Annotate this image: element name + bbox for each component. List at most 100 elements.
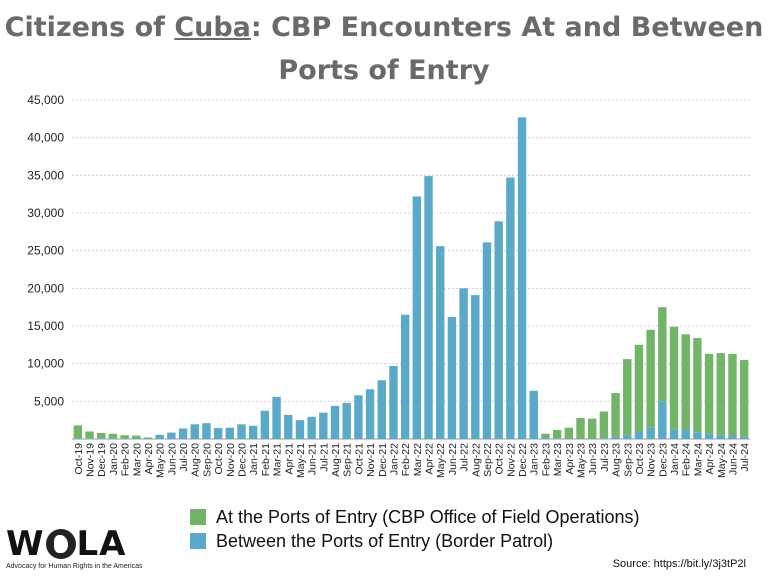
bar-at-ports	[143, 437, 153, 439]
x-tick-label: May-24	[716, 443, 728, 478]
bar-between-ports	[459, 288, 468, 439]
bar-at-ports	[576, 417, 585, 439]
bar-between-ports	[272, 396, 281, 439]
x-tick-label: Oct-22	[494, 443, 506, 475]
y-tick-label: 20,000	[27, 281, 64, 295]
bar-at-ports	[552, 429, 562, 439]
bar-at-ports	[587, 418, 597, 439]
logo-tagline: Advocacy for Human Rights in the America…	[6, 563, 143, 570]
bar-between-ports	[120, 438, 129, 439]
bar-at-ports	[132, 435, 141, 439]
y-tick-label: 25,000	[27, 244, 64, 258]
bar-at-ports	[623, 359, 632, 436]
y-tick-label: 15,000	[27, 319, 64, 333]
bar-at-ports	[108, 433, 118, 439]
legend-swatch-ofo	[190, 509, 206, 525]
globe-icon	[45, 529, 76, 559]
bar-between-ports	[85, 438, 94, 439]
bar-between-ports	[365, 389, 375, 439]
x-tick-label: Dec-22	[517, 443, 529, 477]
bar-between-ports	[97, 438, 106, 439]
x-tick-label: May-22	[435, 443, 447, 478]
legend: At the Ports of Entry (CBP Office of Fie…	[190, 505, 640, 553]
y-tick-label: 45,000	[27, 93, 64, 107]
bar-between-ports	[213, 428, 223, 439]
x-tick-label: Jan-21	[248, 443, 260, 475]
bar-at-ports	[716, 353, 725, 436]
x-tick-label: Feb-22	[400, 443, 412, 476]
bar-between-ports	[623, 435, 632, 439]
bar-at-ports	[611, 393, 620, 437]
x-tick-label: Jul-21	[318, 443, 330, 472]
x-tick-label: Apr-20	[143, 443, 155, 475]
bar-between-ports	[354, 395, 363, 439]
bar-at-ports	[564, 427, 574, 439]
bar-at-ports	[634, 344, 644, 432]
bar-between-ports	[646, 427, 655, 439]
x-tick-label: Feb-24	[681, 443, 693, 476]
bar-at-ports	[704, 353, 714, 434]
x-tick-label: Jun-22	[447, 443, 459, 475]
y-axis-labels: 45,000 40,000 35,000 30,000 25,000 20,000 15,0…	[27, 93, 64, 408]
x-tick-label: Mar-22	[412, 443, 424, 476]
wola-logo: W LA Advocacy for Human Rights in the Ame…	[6, 526, 196, 576]
x-tick-label: Nov-22	[505, 443, 517, 477]
bar-between-ports	[506, 177, 515, 440]
x-tick-label: Aug-21	[330, 443, 342, 477]
bar-at-ports	[739, 359, 749, 437]
bar-between-ports	[658, 401, 667, 439]
x-tick-label: Jun-24	[727, 443, 739, 475]
bar-at-ports	[599, 411, 609, 439]
bar-between-ports	[284, 414, 293, 439]
x-tick-label: Nov-19	[85, 443, 97, 477]
x-tick-label: Jan-22	[388, 443, 400, 475]
x-tick-label: Sep-20	[201, 443, 213, 477]
bar-at-ports	[120, 435, 129, 439]
x-tick-label: Oct-21	[353, 443, 365, 475]
bar-at-ports	[85, 431, 94, 439]
x-axis-labels: Oct-19 Nov-19 Dec-19 Jan-20 Feb-20 Mar-20 Apr-…	[73, 443, 751, 478]
bar-between-ports	[529, 390, 538, 439]
bar-between-ports	[260, 410, 270, 439]
x-tick-label: Mar-23	[552, 443, 564, 476]
x-tick-label: Feb-20	[120, 443, 132, 476]
x-tick-label: Apr-23	[564, 443, 576, 475]
bars	[73, 117, 749, 440]
bar-between-ports	[400, 314, 410, 439]
x-tick-label: Apr-22	[424, 443, 436, 475]
x-tick-label: Dec-20	[237, 443, 249, 477]
bar-between-ports	[681, 429, 690, 439]
x-tick-label: Jul-20	[178, 443, 190, 472]
bar-between-ports	[494, 221, 503, 439]
bar-between-ports	[611, 436, 620, 439]
bar-between-ports	[728, 435, 737, 439]
bar-between-ports	[389, 365, 398, 439]
x-tick-label: Sep-22	[482, 443, 494, 477]
x-tick-label: Feb-23	[540, 443, 552, 476]
x-tick-label: Feb-21	[260, 443, 272, 476]
x-tick-label: Mar-20	[131, 443, 143, 476]
bar-between-ports	[482, 242, 492, 439]
x-tick-label: May-23	[576, 443, 588, 478]
y-tick-label: 10,000	[27, 357, 64, 371]
x-tick-label: Jun-21	[307, 443, 319, 475]
bar-between-ports	[248, 425, 258, 439]
x-tick-label: Jun-20	[166, 443, 178, 475]
x-tick-label: Jun-23	[587, 443, 599, 475]
x-tick-label: Oct-23	[634, 443, 646, 475]
bar-between-ports	[319, 412, 328, 439]
bar-between-ports	[424, 176, 433, 439]
bar-between-ports	[693, 432, 702, 439]
x-tick-label: Jul-22	[459, 443, 471, 472]
x-tick-label: Oct-19	[73, 443, 85, 475]
x-tick-label: Mar-24	[692, 443, 704, 476]
bar-between-ports	[307, 416, 316, 439]
bar-between-ports	[634, 431, 644, 439]
bar-between-ports	[436, 246, 445, 439]
x-tick-label: Dec-19	[96, 443, 108, 477]
bar-at-ports	[541, 433, 550, 438]
bar-between-ports	[704, 433, 714, 439]
x-tick-label: Jan-24	[669, 443, 681, 475]
x-tick-label: Sep-21	[342, 443, 354, 477]
bar-between-ports	[178, 428, 188, 439]
